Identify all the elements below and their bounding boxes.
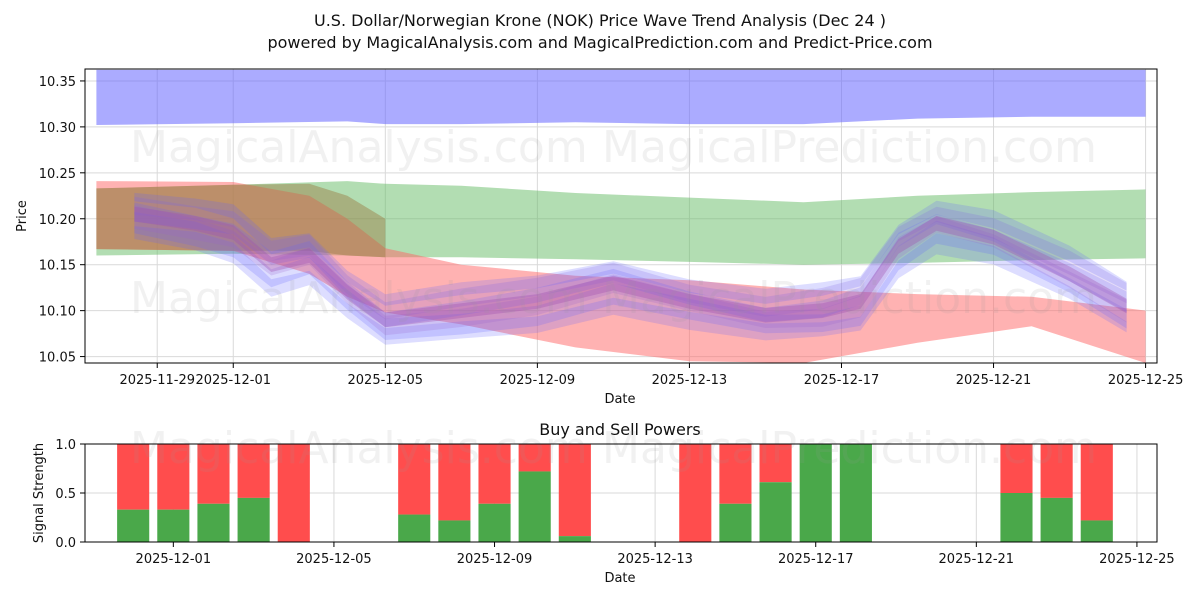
signal-y-label: Signal Strength xyxy=(32,443,47,543)
price-chart: MagicalAnalysis.com MagicalPrediction.co… xyxy=(15,68,1183,407)
sell-bar xyxy=(117,444,150,510)
watermark-top-left: MagicalAnalysis.com xyxy=(130,122,588,173)
price-y-tick-label: 10.35 xyxy=(39,75,76,90)
signal-x-tick-label: 2025-12-17 xyxy=(778,552,854,567)
buy-bar xyxy=(398,514,431,542)
sell-bar xyxy=(518,444,551,472)
price-plot-frame xyxy=(84,68,1158,364)
price-x-tick-label: 2025-12-09 xyxy=(500,373,576,388)
sell-bar xyxy=(1040,444,1073,498)
price-bands xyxy=(96,69,1146,363)
sell-bar xyxy=(277,444,310,542)
sell-bar xyxy=(719,444,752,504)
price-x-label: Date xyxy=(604,392,635,407)
sell-bar xyxy=(197,444,230,504)
buy-bar xyxy=(719,503,752,542)
price-y-label: Price xyxy=(15,200,30,232)
price-x-tick-label: 2025-11-29 xyxy=(119,373,195,388)
sell-bar xyxy=(1080,444,1113,521)
watermark-mid: MagicalAnalysis.com xyxy=(130,273,588,324)
price-x-tick-label: 2025-12-21 xyxy=(956,373,1032,388)
signal-chart-title: Buy and Sell Powers xyxy=(539,420,701,439)
price-y-tick-label: 10.30 xyxy=(39,121,76,136)
upper-blue-band xyxy=(96,69,1146,125)
buy-bar xyxy=(197,503,230,542)
buy-bar xyxy=(839,444,872,542)
signal-x-tick-label: 2025-12-01 xyxy=(136,552,212,567)
watermark-bottom-right: MagicalPrediction.com xyxy=(602,423,1097,474)
wave-ribbon xyxy=(134,205,1127,336)
chart-title-line1: U.S. Dollar/Norwegian Krone (NOK) Price … xyxy=(314,11,886,30)
buy-bar xyxy=(438,520,471,542)
price-y-tick-label: 10.10 xyxy=(39,305,76,320)
sell-bar xyxy=(237,444,270,498)
sell-bar xyxy=(679,444,712,542)
sell-bar xyxy=(759,444,792,483)
price-y-tick-label: 10.25 xyxy=(39,167,76,182)
watermark-bottom: MagicalAnalysis.com xyxy=(130,423,588,474)
buy-bar xyxy=(1040,497,1073,542)
sell-bar xyxy=(438,444,471,521)
buy-bar xyxy=(558,536,591,542)
buy-bar xyxy=(759,482,792,542)
chart-title-line2: powered by MagicalAnalysis.com and Magic… xyxy=(267,33,932,52)
buy-bar xyxy=(799,444,832,542)
price-x-tick-label: 2025-12-13 xyxy=(652,373,728,388)
sell-bar xyxy=(1000,444,1033,493)
signal-x-tick-label: 2025-12-09 xyxy=(457,552,533,567)
signal-y-tick-label: 1.0 xyxy=(55,438,76,453)
signal-x-tick-label: 2025-12-13 xyxy=(617,552,693,567)
buy-bar xyxy=(117,509,150,542)
sell-bar xyxy=(157,444,190,510)
price-x-tick-label: 2025-12-25 xyxy=(1108,373,1184,388)
price-y-tick-label: 10.05 xyxy=(39,351,76,366)
watermark-top-right: MagicalPrediction.com xyxy=(602,122,1097,173)
price-x-tick-label: 2025-12-17 xyxy=(804,373,880,388)
price-y-tick-label: 10.15 xyxy=(39,259,76,274)
price-x-tick-label: 2025-12-05 xyxy=(348,373,424,388)
buy-bar xyxy=(518,471,551,542)
sell-bar xyxy=(398,444,431,515)
signal-x-tick-label: 2025-12-25 xyxy=(1099,552,1175,567)
signal-x-axis: 2025-12-01 2025-12-05 2025-12-09 2025-12-13… xyxy=(136,542,1175,567)
signal-x-tick-label: 2025-12-05 xyxy=(296,552,372,567)
buy-bar xyxy=(1080,520,1113,542)
price-y-axis: 10.05 10.10 10.15 10.20 10.25 10.30 10.35 xyxy=(39,75,85,366)
sell-bar xyxy=(558,444,591,537)
buy-bar xyxy=(478,503,511,542)
buy-bar xyxy=(1000,493,1033,542)
signal-y-tick-label: 0.5 xyxy=(55,487,76,502)
signal-bars xyxy=(117,444,1113,542)
price-y-tick-label: 10.20 xyxy=(39,213,76,228)
red-band xyxy=(96,181,1146,363)
overlap-band xyxy=(96,183,386,258)
price-x-tick-label: 2025-12-01 xyxy=(195,373,271,388)
sell-bar xyxy=(478,444,511,504)
buy-bar xyxy=(237,497,270,542)
watermark-mid-right: MagicalPrediction.com xyxy=(602,273,1097,324)
price-waves xyxy=(134,192,1127,345)
signal-y-tick-label: 0.0 xyxy=(55,536,76,551)
signal-x-label: Date xyxy=(604,571,635,586)
price-x-axis: 2025-11-29 2025-12-01 2025-12-05 2025-12-09… xyxy=(119,363,1183,388)
signal-y-axis: 0.0 0.5 1.0 xyxy=(55,438,85,551)
signal-chart: Buy and Sell Powers MagicalAnalysis.com … xyxy=(32,420,1175,586)
signal-x-tick-label: 2025-12-21 xyxy=(939,552,1015,567)
buy-bar xyxy=(157,509,190,542)
